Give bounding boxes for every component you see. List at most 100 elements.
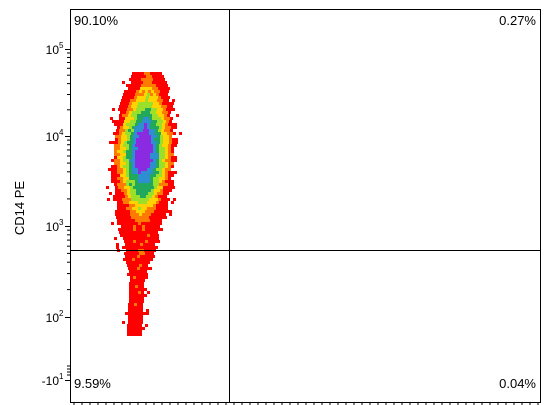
- density-cell: [159, 144, 162, 147]
- density-cell: [143, 129, 146, 132]
- density-cell: [154, 138, 157, 141]
- density-cell: [140, 75, 143, 78]
- density-cell: [130, 192, 133, 195]
- density-cell: [117, 177, 120, 180]
- density-cell: [142, 225, 145, 228]
- density-cell: [132, 258, 135, 261]
- density-cell: [134, 117, 137, 120]
- density-cell: [117, 183, 120, 186]
- density-cell: [111, 222, 114, 225]
- density-cell: [132, 93, 135, 96]
- density-cell: [138, 168, 141, 171]
- density-cell: [146, 231, 149, 234]
- density-cell: [129, 93, 132, 96]
- density-cell: [130, 279, 133, 282]
- density-cell: [138, 183, 141, 186]
- density-cell: [149, 105, 152, 108]
- density-cell: [153, 159, 156, 162]
- density-cell: [141, 150, 144, 153]
- density-cell: [166, 90, 169, 93]
- density-cell: [170, 129, 173, 132]
- density-cell: [142, 90, 145, 93]
- density-cell: [151, 135, 154, 138]
- density-cell: [125, 129, 128, 132]
- density-cell: [156, 219, 159, 222]
- density-cell: [138, 288, 141, 291]
- density-cell: [138, 111, 141, 114]
- density-cell: [156, 150, 159, 153]
- density-cell: [126, 201, 129, 204]
- density-cell: [162, 159, 165, 162]
- density-cell: [145, 324, 148, 327]
- density-cell: [142, 327, 145, 330]
- density-cell: [123, 258, 126, 261]
- density-cell: [117, 168, 120, 171]
- density-cell: [161, 216, 164, 219]
- density-cell: [125, 96, 128, 99]
- density-cell: [119, 216, 122, 219]
- density-cell: [114, 144, 117, 147]
- density-cell: [158, 114, 161, 117]
- density-cell: [121, 141, 124, 144]
- density-cell: [132, 207, 135, 210]
- density-cell: [165, 93, 168, 96]
- density-cell: [165, 153, 168, 156]
- density-cell: [132, 165, 135, 168]
- density-cell: [161, 75, 164, 78]
- density-cell: [159, 162, 162, 165]
- density-cell: [129, 285, 132, 288]
- density-cell: [139, 192, 142, 195]
- density-cell: [150, 156, 153, 159]
- density-cell: [150, 159, 153, 162]
- density-cell: [138, 297, 141, 300]
- density-cell: [168, 147, 171, 150]
- density-cell: [148, 99, 151, 102]
- density-cell: [144, 174, 147, 177]
- density-cell: [126, 162, 129, 165]
- density-cell: [164, 105, 167, 108]
- density-cell: [117, 153, 120, 156]
- density-cell: [150, 222, 153, 225]
- density-cell: [156, 201, 159, 204]
- density-cell: [159, 156, 162, 159]
- density-cell: [125, 114, 128, 117]
- density-cell: [148, 135, 151, 138]
- density-cell: [117, 165, 120, 168]
- density-cell: [174, 123, 177, 126]
- density-cell: [147, 93, 150, 96]
- density-cell: [142, 186, 145, 189]
- density-cell: [120, 204, 123, 207]
- density-cell: [128, 303, 131, 306]
- density-cell: [126, 165, 129, 168]
- density-cell: [146, 132, 149, 135]
- density-cell: [154, 186, 157, 189]
- density-cell: [124, 225, 127, 228]
- density-cell: [141, 123, 144, 126]
- density-cell: [141, 285, 144, 288]
- density-cell: [111, 180, 114, 183]
- density-cell: [157, 240, 160, 243]
- density-cell: [168, 156, 171, 159]
- density-cell: [147, 165, 150, 168]
- density-cell: [141, 201, 144, 204]
- density-cell: [142, 213, 145, 216]
- density-cell: [129, 126, 132, 129]
- density-cell: [120, 159, 123, 162]
- density-cell: [150, 204, 153, 207]
- density-cell: [151, 189, 154, 192]
- density-cell: [162, 102, 165, 105]
- density-cell: [150, 171, 153, 174]
- density-cell: [140, 231, 143, 234]
- density-cell: [117, 144, 120, 147]
- density-cell: [132, 159, 135, 162]
- density-cell: [146, 312, 149, 315]
- density-cell: [147, 258, 150, 261]
- density-cell: [127, 213, 130, 216]
- density-cell: [138, 144, 141, 147]
- density-cell: [156, 171, 159, 174]
- density-cell: [152, 216, 155, 219]
- density-cell: [117, 126, 120, 129]
- density-cell: [134, 246, 137, 249]
- density-cell: [168, 111, 171, 114]
